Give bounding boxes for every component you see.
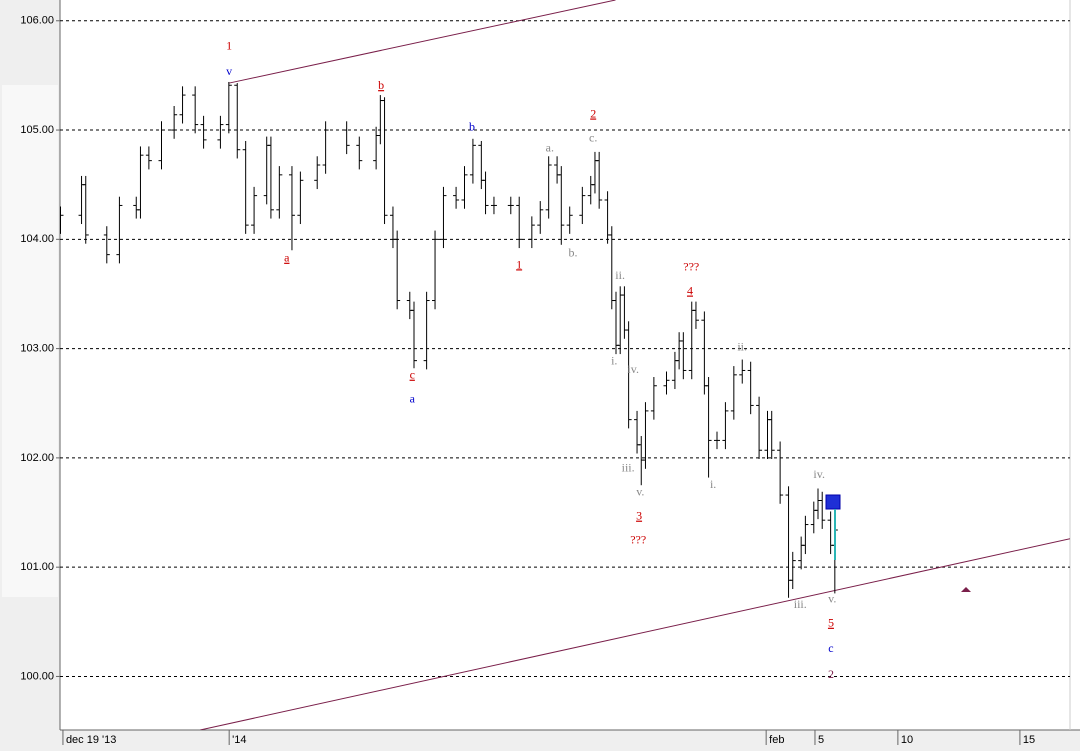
trend-line (229, 0, 616, 84)
x-tick-label: dec 19 '13 (66, 734, 116, 746)
trend-line (200, 538, 1070, 730)
wave-label: 5 (828, 616, 834, 630)
wave-label: iii. (622, 461, 635, 475)
y-tick-label: 101.00 (20, 561, 54, 573)
x-tick-label: feb (769, 734, 784, 746)
wave-label: 4 (687, 284, 693, 298)
wave-label: c (828, 641, 833, 655)
wave-label: b (378, 78, 384, 92)
wave-label: a. (546, 140, 554, 154)
position-marker (825, 494, 841, 510)
wave-label: i. (611, 353, 617, 367)
wave-label: v. (636, 485, 644, 499)
wave-label: 3 (636, 509, 642, 523)
x-tick-label: 10 (901, 734, 913, 746)
wave-label: b (469, 120, 475, 134)
triangle-marker (961, 587, 971, 592)
wave-label: b. (568, 245, 577, 259)
plot-area (60, 0, 1070, 730)
wave-label: 2 (828, 667, 834, 681)
y-tick-label: 102.00 (20, 452, 54, 464)
x-tick-label: 5 (818, 734, 824, 746)
wave-label: a (410, 392, 416, 406)
wave-label: ii. (615, 268, 625, 282)
y-axis-highlight (2, 85, 58, 597)
wave-label: 1 (226, 39, 232, 53)
wave-label: a (284, 251, 290, 265)
wave-label: 2 (590, 106, 596, 120)
wave-label: 1 (516, 257, 522, 271)
wave-label: v. (828, 592, 836, 606)
wave-label: iv. (813, 467, 825, 481)
y-tick-label: 104.00 (20, 233, 54, 245)
wave-label: iii. (794, 597, 807, 611)
wave-label: c (410, 368, 415, 382)
x-tick-label: 15 (1023, 734, 1035, 746)
wave-label: v (226, 64, 232, 78)
x-axis-panel (0, 730, 1080, 751)
x-tick-label: '14 (232, 734, 246, 746)
wave-label: iv. (627, 362, 639, 376)
y-tick-label: 105.00 (20, 124, 54, 136)
y-tick-label: 103.00 (20, 343, 54, 355)
wave-label: ??? (630, 533, 646, 547)
wave-label: ii. (737, 339, 747, 353)
wave-label: i. (710, 477, 716, 491)
wave-label: c. (589, 131, 597, 145)
y-tick-label: 106.00 (20, 15, 54, 27)
wave-label: ??? (683, 259, 699, 273)
y-tick-label: 100.00 (20, 670, 54, 682)
